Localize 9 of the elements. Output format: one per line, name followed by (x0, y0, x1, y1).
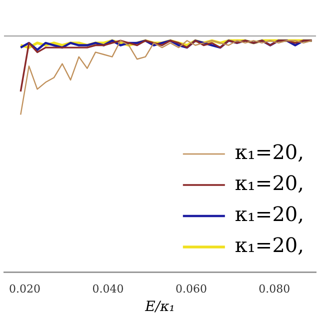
x-tick-label: 0.020 (9, 282, 41, 296)
x-tick-label: 0.080 (258, 282, 290, 296)
legend-label: κ₁=20, (234, 202, 304, 226)
legend-label: κ₁=20, (234, 233, 304, 258)
x-axis-title: E/κ₁ (144, 299, 175, 316)
x-tick-label: 0.060 (175, 282, 207, 296)
x-tick-label: 0.040 (92, 282, 124, 296)
legend-label: κ₁=20, (234, 171, 304, 196)
legend-label: κ₁=20, (234, 140, 304, 164)
